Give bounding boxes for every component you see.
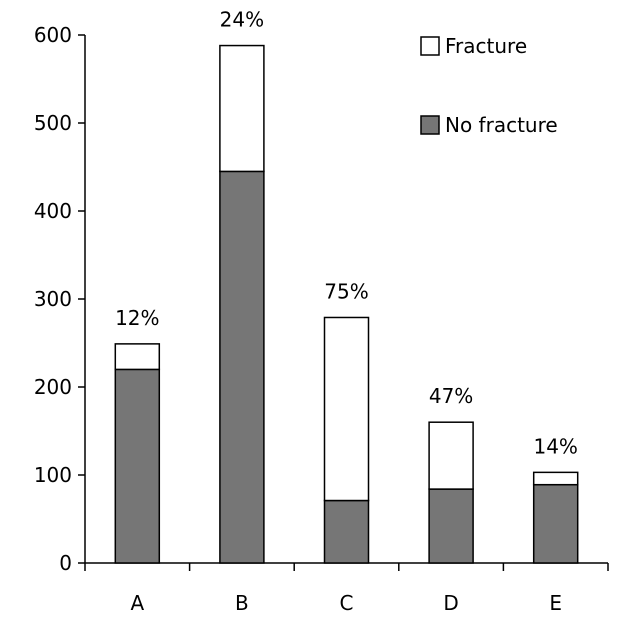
y-tick-label: 200: [34, 375, 72, 399]
bar-annotation: 24%: [220, 8, 264, 32]
bar-annotation: 75%: [324, 279, 368, 303]
bars: [114, 44, 579, 564]
bar-segment-fracture-e: [532, 471, 579, 486]
bar-segment-no-fracture-a: [114, 368, 161, 564]
y-tick-label: 0: [59, 551, 72, 575]
bar-segment-fracture-d: [428, 421, 474, 490]
bar-segment-no-fracture-d: [428, 488, 474, 564]
x-tick-label: C: [340, 591, 354, 615]
legend-label: No fracture: [445, 113, 558, 137]
legend-label: Fracture: [445, 34, 527, 58]
bar-segment-fracture-a: [114, 343, 161, 371]
y-tick-label: 600: [34, 23, 72, 47]
x-tick-label: D: [443, 591, 458, 615]
x-tick-label: B: [235, 591, 249, 615]
bar-segment-fracture-b: [219, 44, 265, 173]
bar-annotation: 12%: [115, 306, 159, 330]
bar-annotation: 47%: [429, 384, 473, 408]
axes: 0 100 200 300 400 500 600 A B C D E: [34, 23, 609, 615]
y-tick-label: 500: [34, 111, 72, 135]
bar-segment-no-fracture-b: [219, 170, 265, 564]
bar-segment-no-fracture-e: [532, 483, 579, 564]
bar-segment-fracture-c: [323, 316, 370, 502]
bar-segment-no-fracture-c: [323, 499, 370, 564]
legend-swatch: [420, 115, 440, 135]
y-tick-label: 400: [34, 199, 72, 223]
x-tick-label: A: [130, 591, 144, 615]
x-tick-label: E: [549, 591, 562, 615]
legend: Fracture No fracture: [420, 34, 558, 137]
legend-swatch: [420, 36, 440, 56]
y-tick-label: 100: [34, 463, 72, 487]
bar-annotation: 14%: [533, 434, 577, 458]
bar-annotations: 12% 24% 75% 47% 14%: [115, 8, 578, 459]
y-tick-label: 300: [34, 287, 72, 311]
